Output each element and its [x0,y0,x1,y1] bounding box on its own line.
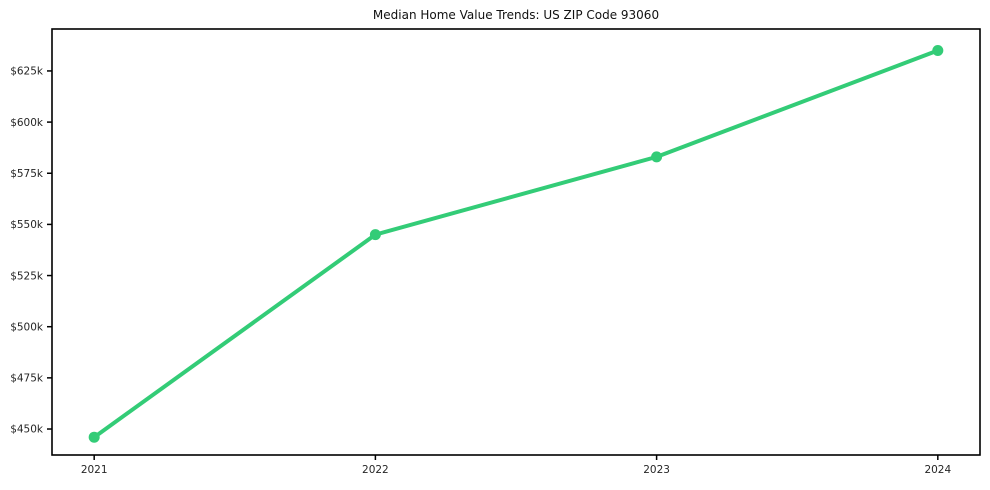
x-tick-label: 2021 [81,464,108,476]
data-point-marker [651,151,663,163]
y-tick-label: $600k [10,117,44,129]
data-point-marker [932,44,944,56]
y-tick-label: $475k [10,373,44,385]
y-tick-label: $450k [10,424,44,436]
axes-frame [51,28,981,456]
data-point-marker [88,431,100,443]
value-line [92,48,940,440]
data-point-marker [369,229,381,241]
y-tick-label: $625k [10,66,44,78]
y-tick-label: $525k [10,270,44,282]
x-tick-label: 2023 [643,464,670,476]
x-tick-label: 2022 [362,464,389,476]
chart-title: Median Home Value Trends: US ZIP Code 93… [372,8,660,22]
y-tick-label: $575k [10,168,44,180]
y-tick-label: $550k [10,219,44,231]
y-tick-label: $500k [10,321,44,333]
x-tick-label: 2024 [924,464,951,476]
